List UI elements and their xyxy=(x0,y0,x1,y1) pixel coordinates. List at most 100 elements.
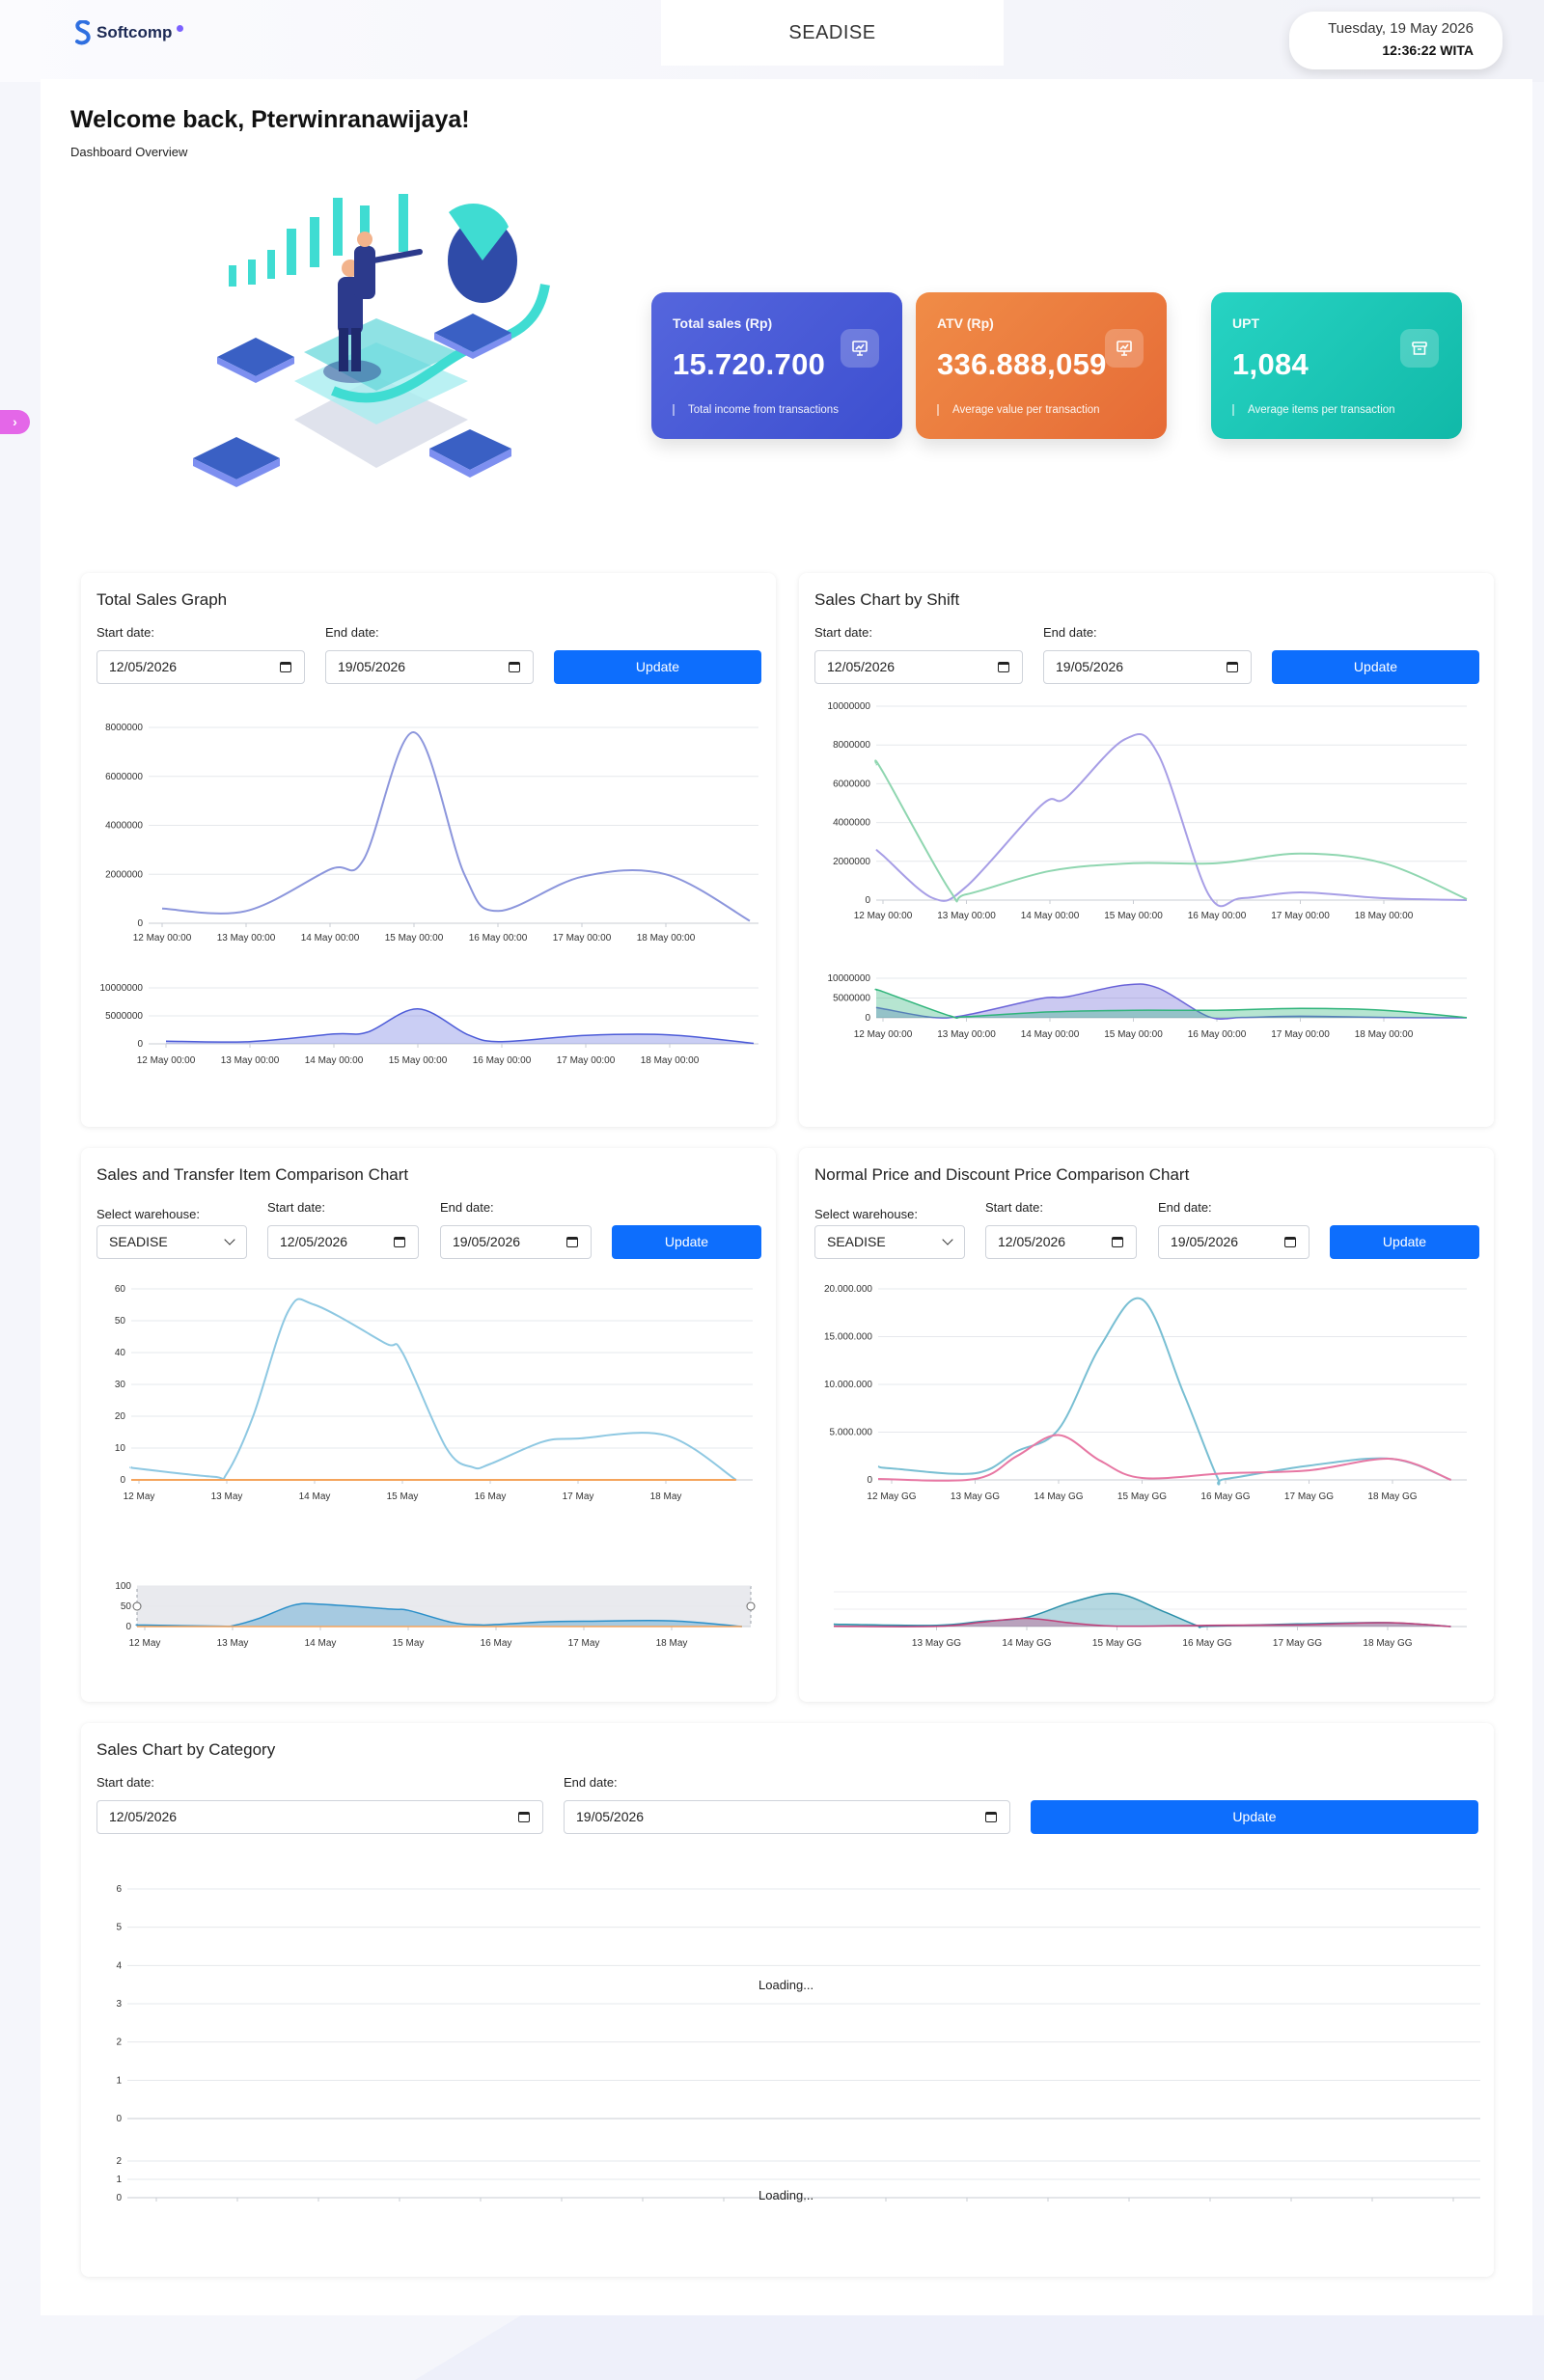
y-tick-label: 50 xyxy=(115,1316,126,1327)
update-button[interactable]: Update xyxy=(554,650,761,684)
start-date-input[interactable]: 12/05/2026 xyxy=(985,1225,1137,1259)
end-date-label: End date: xyxy=(440,1200,494,1215)
sidebar-toggle-button[interactable]: › xyxy=(0,410,30,434)
x-tick-label: 18 May 00:00 xyxy=(1355,1029,1414,1040)
warehouse-select[interactable]: SEADISE xyxy=(814,1225,965,1259)
end-date-input[interactable]: 19/05/2026 xyxy=(564,1800,1010,1834)
start-date-label: Start date: xyxy=(814,625,872,640)
x-tick-label: 13 May 00:00 xyxy=(937,1029,996,1040)
warehouse-select[interactable]: SEADISE xyxy=(96,1225,247,1259)
x-tick-label: 15 May GG xyxy=(1092,1638,1142,1649)
calendar-icon xyxy=(1227,662,1238,672)
end-date-input[interactable]: 19/05/2026 xyxy=(1043,650,1252,684)
start-date-value: 12/05/2026 xyxy=(998,1234,1066,1249)
start-date-value: 12/05/2026 xyxy=(827,659,896,674)
chip-1 xyxy=(217,338,294,383)
y-tick-label: 10 xyxy=(115,1443,126,1454)
update-button[interactable]: Update xyxy=(612,1225,761,1259)
start-date-input[interactable]: 12/05/2026 xyxy=(814,650,1023,684)
stat-description: Total income from transactions xyxy=(673,404,881,416)
series-line xyxy=(874,759,1468,903)
sales-by-shift-chart[interactable]: 0 2000000 4000000 6000000 8000000 10000000 12 … xyxy=(799,698,1494,1123)
x-tick-label: 13 May 00:00 xyxy=(937,911,996,921)
price-comparison-chart[interactable]: 0 5.000.000 10.000.000 15.000.000 20.000.000… xyxy=(799,1273,1494,1698)
brand-dot-icon xyxy=(177,24,184,32)
brand-logo[interactable]: Softcomp xyxy=(73,20,184,45)
illustration-bars xyxy=(229,194,408,287)
main-plot: 0 2000000 4000000 6000000 8000000 12 May 00:0… xyxy=(105,723,758,944)
clock-widget: Tuesday, 19 May 2026 12:36:22 WITA xyxy=(1289,12,1503,69)
y-tick-label: 2000000 xyxy=(833,857,870,867)
y-tick-label: 5000000 xyxy=(105,1011,143,1022)
y-tick-label: 60 xyxy=(115,1284,126,1295)
brand-name: Softcomp xyxy=(96,23,173,41)
series-area xyxy=(876,983,1467,1020)
main-plot: 0 10 20 30 40 50 60 12 May 13 May 14 May 15 May 16 … xyxy=(115,1284,753,1502)
warehouse-value: SEADISE xyxy=(109,1234,168,1249)
warehouse-label: Select warehouse: xyxy=(814,1207,918,1221)
y-tick-label: 3 xyxy=(116,1999,122,2010)
start-date-input[interactable]: 12/05/2026 xyxy=(267,1225,419,1259)
end-date-input[interactable]: 19/05/2026 xyxy=(1158,1225,1310,1259)
end-date-label: End date: xyxy=(1158,1200,1212,1215)
x-tick-label: 17 May GG xyxy=(1273,1638,1322,1649)
update-button[interactable]: Update xyxy=(1031,1800,1478,1834)
series-area xyxy=(875,989,1467,1019)
x-tick-label: 12 May 00:00 xyxy=(133,933,192,944)
x-tick-label: 14 May xyxy=(299,1491,331,1502)
x-tick-label: 15 May xyxy=(393,1638,425,1649)
topbar: Softcomp SEADISE Tuesday, 19 May 2026 12… xyxy=(0,0,1544,69)
navigator-handle-left xyxy=(132,1601,142,1611)
x-tick-label: 14 May 00:00 xyxy=(301,933,360,944)
navigator: 0 5000000 10000000 12 May 00:00 13 May 00:00… xyxy=(828,973,1468,1040)
y-tick-label: 5.000.000 xyxy=(830,1428,873,1438)
x-tick-label: 13 May xyxy=(217,1638,249,1649)
chip-2 xyxy=(434,314,511,359)
softcomp-logo-icon xyxy=(75,20,91,45)
update-button[interactable]: Update xyxy=(1272,650,1479,684)
y-tick-label: 4 xyxy=(116,1960,122,1971)
card-sales-by-category: Sales Chart by Category Start date: End … xyxy=(81,1723,1494,2277)
sales-transfer-chart[interactable]: 0 10 20 30 40 50 60 12 May 13 May 14 May 15 May 16 … xyxy=(81,1273,776,1698)
y-tick-label: 0 xyxy=(867,1475,872,1486)
x-tick-label: 14 May GG xyxy=(1002,1638,1051,1649)
y-tick-label: 100 xyxy=(115,1581,131,1592)
x-tick-label: 16 May GG xyxy=(1200,1491,1250,1502)
stat-label: ATV (Rp) xyxy=(937,315,994,331)
series-area xyxy=(136,1603,742,1627)
start-date-input[interactable]: 12/05/2026 xyxy=(96,650,305,684)
calendar-icon xyxy=(509,662,520,672)
main-plot: 0 1 2 3 4 5 6 xyxy=(116,1884,1480,2124)
y-tick-label: 6 xyxy=(116,1884,122,1895)
end-date-input[interactable]: 19/05/2026 xyxy=(440,1225,592,1259)
business-people xyxy=(323,232,423,383)
update-button[interactable]: Update xyxy=(1330,1225,1479,1259)
current-time: 12:36:22 WITA xyxy=(1382,42,1474,58)
x-tick-label: 15 May 00:00 xyxy=(385,933,444,944)
stat-card-upt: UPT 1,084 Average items per transaction xyxy=(1211,292,1462,439)
end-date-label: End date: xyxy=(564,1775,618,1790)
start-date-input[interactable]: 12/05/2026 xyxy=(96,1800,543,1834)
current-date: Tuesday, 19 May 2026 xyxy=(1328,20,1474,37)
x-tick-label: 17 May 00:00 xyxy=(1271,1029,1330,1040)
y-tick-label: 1 xyxy=(116,2075,122,2086)
end-date-input[interactable]: 19/05/2026 xyxy=(325,650,534,684)
x-tick-label: 14 May 00:00 xyxy=(1021,911,1080,921)
start-date-label: Start date: xyxy=(985,1200,1043,1215)
chevron-down-icon xyxy=(224,1234,235,1245)
calendar-icon xyxy=(985,1812,997,1822)
total-sales-chart[interactable]: 0 2000000 4000000 6000000 8000000 12 May 00:0… xyxy=(81,698,776,1123)
y-tick-label: 8000000 xyxy=(833,740,870,751)
calendar-icon xyxy=(280,662,291,672)
stat-card-total-sales: Total sales (Rp) 15.720.700 Total income… xyxy=(651,292,902,439)
y-tick-label: 0 xyxy=(865,895,870,906)
stat-value: 336.888,059 xyxy=(937,347,1107,381)
series-line xyxy=(875,732,1468,908)
x-tick-label: 12 May 00:00 xyxy=(854,911,913,921)
chart-loading-text: Loading... xyxy=(758,1978,814,1992)
card-title: Normal Price and Discount Price Comparis… xyxy=(814,1165,1190,1184)
x-tick-label: 15 May xyxy=(387,1491,419,1502)
y-tick-label: 0 xyxy=(125,1622,131,1632)
end-date-value: 19/05/2026 xyxy=(453,1234,521,1249)
sales-by-category-chart[interactable]: 0 1 2 3 4 5 6 0 1 2 xyxy=(81,1848,1494,2273)
